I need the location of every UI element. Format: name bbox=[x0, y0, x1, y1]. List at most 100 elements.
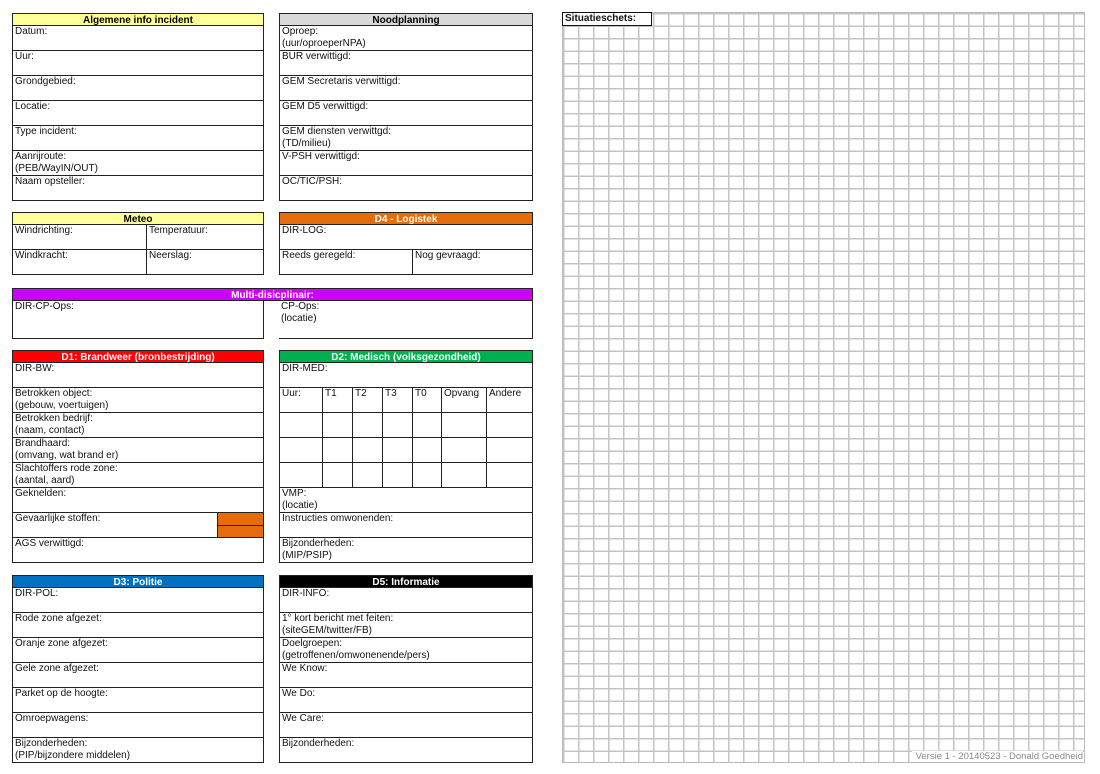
field-cell[interactable]: We Do: bbox=[279, 688, 533, 713]
field-cell[interactable]: T1 bbox=[323, 388, 353, 413]
form-row bbox=[279, 438, 533, 463]
empty-cell[interactable] bbox=[413, 413, 442, 438]
form-row: Betrokken bedrijf: (naam, contact) bbox=[12, 413, 264, 438]
empty-cell[interactable] bbox=[487, 438, 533, 463]
form-row: Bijzonderheden: (PIP/bijzondere middelen… bbox=[12, 738, 264, 763]
field-cell[interactable]: Windkracht: bbox=[12, 250, 147, 275]
field-cell[interactable]: We Know: bbox=[279, 663, 533, 688]
field-cell[interactable]: Datum: bbox=[12, 26, 264, 51]
hazard-box-bottom[interactable] bbox=[218, 525, 263, 537]
form-row: Gele zone afgezet: bbox=[12, 663, 264, 688]
form-row: Oranje zone afgezet: bbox=[12, 638, 264, 663]
field-cell[interactable]: Aanrijroute: (PEB/WayIN/OUT) bbox=[12, 151, 264, 176]
form-row bbox=[279, 413, 533, 438]
field-cell[interactable]: T2 bbox=[353, 388, 383, 413]
field-cell[interactable]: Uur: bbox=[12, 51, 264, 76]
field-cell[interactable]: Temperatuur: bbox=[147, 225, 264, 250]
form-row: Windrichting: Temperatuur: bbox=[12, 225, 264, 250]
empty-cell[interactable] bbox=[353, 438, 383, 463]
empty-cell[interactable] bbox=[383, 438, 413, 463]
field-cell[interactable]: Andere bbox=[487, 388, 533, 413]
empty-cell[interactable] bbox=[323, 413, 353, 438]
field-cell[interactable]: DIR-POL: bbox=[12, 588, 264, 613]
empty-cell[interactable] bbox=[323, 438, 353, 463]
empty-cell[interactable] bbox=[442, 438, 487, 463]
sketch-grid[interactable] bbox=[562, 12, 1085, 763]
field-cell[interactable]: OC/TIC/PSH: bbox=[279, 176, 533, 201]
field-cell[interactable]: Oproep: (uur/oproeperNPA) bbox=[279, 26, 533, 51]
section-noodplanning: Noodplanning Oproep: (uur/oproeperNPA) BUR… bbox=[279, 13, 533, 201]
empty-cell[interactable] bbox=[487, 463, 533, 488]
empty-cell[interactable] bbox=[442, 413, 487, 438]
field-cell[interactable]: Uur: bbox=[279, 388, 323, 413]
empty-cell[interactable] bbox=[487, 413, 533, 438]
field-cell[interactable]: Windrichting: bbox=[12, 225, 147, 250]
field-cell[interactable]: Betrokken bedrijf: (naam, contact) bbox=[12, 413, 264, 438]
field-cell[interactable]: DIR-CP-Ops: bbox=[12, 301, 264, 339]
field-cell[interactable]: Brandhaard: (omvang, wat brand er) bbox=[12, 438, 264, 463]
field-cell[interactable]: Naam opsteller: bbox=[12, 176, 264, 201]
field-cell[interactable]: DIR-LOG: bbox=[279, 225, 533, 250]
field-cell[interactable]: T3 bbox=[383, 388, 413, 413]
field-cell[interactable]: T0 bbox=[413, 388, 442, 413]
field-cell[interactable]: Geknelden: bbox=[12, 488, 264, 513]
field-cell[interactable]: GEM diensten verwittgd: (TD/milieu) bbox=[279, 126, 533, 151]
hazard-box-top[interactable] bbox=[218, 513, 263, 526]
empty-cell[interactable] bbox=[413, 463, 442, 488]
field-cell[interactable]: GEM D5 verwittigd: bbox=[279, 101, 533, 126]
form-row: GEM Secretaris verwittigd: bbox=[279, 76, 533, 101]
field-cell[interactable]: V-PSH verwittigd: bbox=[279, 151, 533, 176]
form-row: Brandhaard: (omvang, wat brand er) bbox=[12, 438, 264, 463]
empty-cell[interactable] bbox=[279, 438, 323, 463]
field-cell[interactable]: 1° kort bericht met feiten: (siteGEM/twi… bbox=[279, 613, 533, 638]
field-cell[interactable]: DIR-INFO: bbox=[279, 588, 533, 613]
field-cell[interactable]: Reeds geregeld: bbox=[279, 250, 413, 275]
field-cell[interactable]: Gevaarlijke stoffen: bbox=[12, 513, 218, 538]
field-cell[interactable]: BUR verwittigd: bbox=[279, 51, 533, 76]
empty-cell[interactable] bbox=[279, 463, 323, 488]
hazard-marker[interactable] bbox=[218, 513, 264, 538]
form-row: Bijzonderheden: (MIP/PSIP) bbox=[279, 538, 533, 563]
empty-cell[interactable] bbox=[442, 463, 487, 488]
section-header: D3: Politie bbox=[12, 575, 264, 588]
field-cell[interactable]: DIR-MED: bbox=[279, 363, 533, 388]
field-cell[interactable]: Locatie: bbox=[12, 101, 264, 126]
field-cell[interactable]: Opvang bbox=[442, 388, 487, 413]
field-cell[interactable]: Instructies omwonenden: bbox=[279, 513, 533, 538]
field-cell[interactable]: Parket op de hoogte: bbox=[12, 688, 264, 713]
field-cell[interactable]: Bijzonderheden: (MIP/PSIP) bbox=[279, 538, 533, 563]
field-cell[interactable]: Bijzonderheden: bbox=[279, 738, 533, 763]
field-cell[interactable]: Rode zone afgezet: bbox=[12, 613, 264, 638]
field-cell[interactable]: Omroepwagens: bbox=[12, 713, 264, 738]
field-cell[interactable]: Grondgebied: bbox=[12, 76, 264, 101]
field-cell[interactable]: Doelgroepen: (getroffenen/omwonenende/pe… bbox=[279, 638, 533, 663]
empty-cell[interactable] bbox=[323, 463, 353, 488]
field-cell[interactable]: Bijzonderheden: (PIP/bijzondere middelen… bbox=[12, 738, 264, 763]
field-cell[interactable]: We Care: bbox=[279, 713, 533, 738]
section-header: Noodplanning bbox=[279, 13, 533, 26]
field-cell[interactable]: Gele zone afgezet: bbox=[12, 663, 264, 688]
empty-cell[interactable] bbox=[353, 413, 383, 438]
empty-cell[interactable] bbox=[383, 463, 413, 488]
field-cell[interactable]: Type incident: bbox=[12, 126, 264, 151]
form-row: Datum: bbox=[12, 26, 264, 51]
form-row: We Know: bbox=[279, 663, 533, 688]
form-row: DIR-INFO: bbox=[279, 588, 533, 613]
field-cell[interactable]: Slachtoffers rode zone: (aantal, aard) bbox=[12, 463, 264, 488]
version-footer: Versie 1 - 20140523 - Donald Goedheid bbox=[911, 751, 1083, 762]
field-cell[interactable]: Neerslag: bbox=[147, 250, 264, 275]
field-cell[interactable]: Betrokken object: (gebouw, voertuigen) bbox=[12, 388, 264, 413]
empty-cell[interactable] bbox=[383, 413, 413, 438]
section-header: D1: Brandweer (bronbestrijding) bbox=[12, 350, 264, 363]
field-cell[interactable]: Oranje zone afgezet: bbox=[12, 638, 264, 663]
form-row: Grondgebied: bbox=[12, 76, 264, 101]
field-cell[interactable]: Nog gevraagd: bbox=[413, 250, 533, 275]
field-cell[interactable]: VMP: (locatie) bbox=[279, 488, 533, 513]
empty-cell[interactable] bbox=[279, 413, 323, 438]
field-cell[interactable]: AGS verwittigd: bbox=[12, 538, 264, 563]
field-cell[interactable]: CP-Ops: (locatie) bbox=[279, 301, 533, 339]
field-cell[interactable]: DIR-BW: bbox=[12, 363, 264, 388]
field-cell[interactable]: GEM Secretaris verwittigd: bbox=[279, 76, 533, 101]
empty-cell[interactable] bbox=[413, 438, 442, 463]
empty-cell[interactable] bbox=[353, 463, 383, 488]
